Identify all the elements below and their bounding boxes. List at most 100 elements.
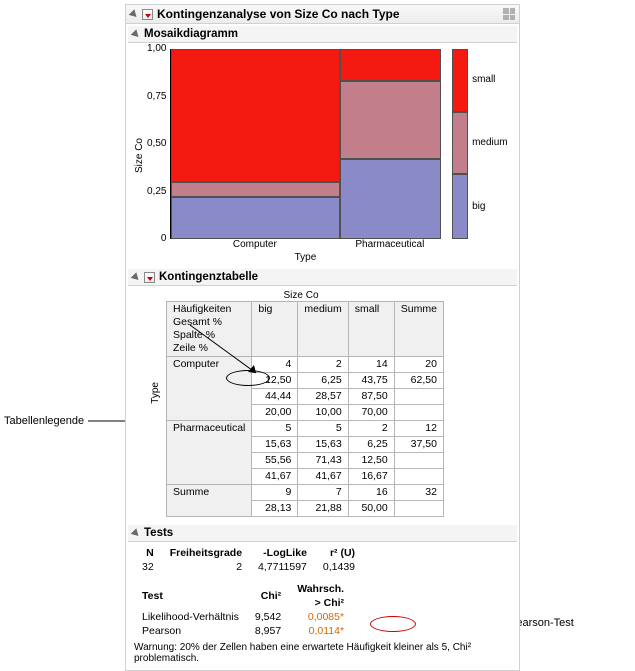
menu-icon[interactable] [142,9,153,20]
ct-cell: 20,00 [252,405,298,421]
disclosure-icon[interactable] [129,9,140,20]
ct-cell [394,389,443,405]
ct-total-header: Summe [167,485,252,517]
tests-warning: Warnung: 20% der Zellen haben eine erwar… [134,642,511,664]
ct-cell [394,501,443,517]
tests-body: NFreiheitsgrade-LogLiker² (U) 3224,771159… [126,542,519,670]
ct-cell: 12,50 [348,453,394,469]
mosaic-legend-labels: smallmediumbig [472,49,513,239]
legend-seg [452,112,468,175]
ct-col-header: medium [298,302,348,357]
ct-header[interactable]: Kontingenztabelle [128,269,517,286]
tests1-header: r² (U) [315,546,363,560]
ct-cell: 6,25 [348,437,394,453]
ct-cell: 16 [348,485,394,501]
mosaic-ylabel: Size Co [132,138,147,173]
ct-cell [394,405,443,421]
ct-cell: 70,00 [348,405,394,421]
ct-col-header: small [348,302,394,357]
disclosure-icon[interactable] [131,528,142,539]
mosaic-yticks: 1,000,750,500,250 [147,49,170,239]
ct-cell: 12 [394,421,443,437]
tests1-header: N [134,546,162,560]
ct-cell: 5 [298,421,348,437]
tests2-pvalue: 0,0114* [289,624,352,638]
ct-cell: 37,50 [394,437,443,453]
ct-cell: 55,56 [252,453,298,469]
ct-title: Kontingenztabelle [159,271,258,283]
ct-cell: 9 [252,485,298,501]
ct-cell: 71,43 [298,453,348,469]
tests-title: Tests [144,527,173,539]
tests2-label: Likelihood-Verhältnis [134,610,247,624]
mosaic-cell [340,81,441,159]
ct-cell: 20 [394,357,443,373]
ct-cell: 4 [252,357,298,373]
legend-label: medium [472,137,508,148]
annotation-table-legend: Tabellenlegende [4,415,84,427]
tests-chi2-table: TestChi²Wahrsch.> Chi²Likelihood-Verhält… [134,582,352,638]
ct-cell: 12,50 [252,373,298,389]
panel-title: Kontingenzanalyse von Size Co nach Type [157,7,400,21]
ct-body: Type Size Co HäufigkeitenGesamt %Spalte … [126,286,519,523]
legend-seg [452,174,468,239]
ring-pearson-p [370,616,416,632]
ct-cell: 15,63 [298,437,348,453]
ct-cell: 41,67 [252,469,298,485]
mosaic-xlabel-item: Pharmaceutical [339,239,440,250]
ct-cell: 44,44 [252,389,298,405]
mosaic-cell [340,49,441,81]
ct-cell: 16,67 [348,469,394,485]
tests2-header: Chi² [247,582,289,610]
ct-cell: 10,00 [298,405,348,421]
ct-col-header: big [252,302,298,357]
ct-cell [394,469,443,485]
mosaic-title: Mosaikdiagramm [144,28,238,40]
ct-cell: 5 [252,421,298,437]
ct-ylabel: Type [150,382,161,404]
tests1-value: 4,7711597 [250,560,315,574]
tests1-value: 2 [162,560,250,574]
disclosure-icon[interactable] [131,29,142,40]
grid-icon[interactable] [503,8,515,20]
panel-header[interactable]: Kontingenzanalyse von Size Co nach Type [126,5,519,24]
tests-header[interactable]: Tests [128,525,517,542]
mosaic-header[interactable]: Mosaikdiagramm [128,26,517,43]
ct-cell: 41,67 [298,469,348,485]
tests1-header: -LogLike [250,546,315,560]
legend-label: small [472,74,495,85]
analysis-panel: Kontingenzanalyse von Size Co nach Type … [125,4,520,671]
ct-toplabel: Size Co [166,290,436,301]
mosaic-xlabels: ComputerPharmaceutical [170,239,440,250]
disclosure-icon[interactable] [131,272,142,283]
ct-cell: 43,75 [348,373,394,389]
mosaic-plot-area [170,49,440,239]
menu-icon[interactable] [144,272,155,283]
legend-seg [452,49,468,112]
ct-cell: 62,50 [394,373,443,389]
mosaic-cell [171,49,340,182]
ct-cell: 2 [298,357,348,373]
tests2-header: Test [134,582,247,610]
mosaic-xlabel-item: Computer [170,239,339,250]
tests2-pvalue: 0,0085* [289,610,352,624]
mosaic-plot: Size Co 1,000,750,500,250 ComputerPharma… [126,43,519,267]
ct-cell: 15,63 [252,437,298,453]
mosaic-cell [340,159,441,239]
ct-row-header: Pharmaceutical [167,421,252,485]
tests1-value: 32 [134,560,162,574]
mosaic-cell [171,197,340,239]
tests1-header: Freiheitsgrade [162,546,250,560]
ct-corner: HäufigkeitenGesamt %Spalte %Zeile % [167,302,252,357]
ct-cell: 28,57 [298,389,348,405]
ct-cell: 7 [298,485,348,501]
ct-cell: 2 [348,421,394,437]
tests2-header: Wahrsch. [289,582,352,596]
ct-cell: 32 [394,485,443,501]
ct-cell: 14 [348,357,394,373]
tests-summary-table: NFreiheitsgrade-LogLiker² (U) 3224,771159… [134,546,363,574]
tests2-chi2: 9,542 [247,610,289,624]
ct-cell [394,453,443,469]
ct-cell: 28,13 [252,501,298,517]
ct-cell: 87,50 [348,389,394,405]
